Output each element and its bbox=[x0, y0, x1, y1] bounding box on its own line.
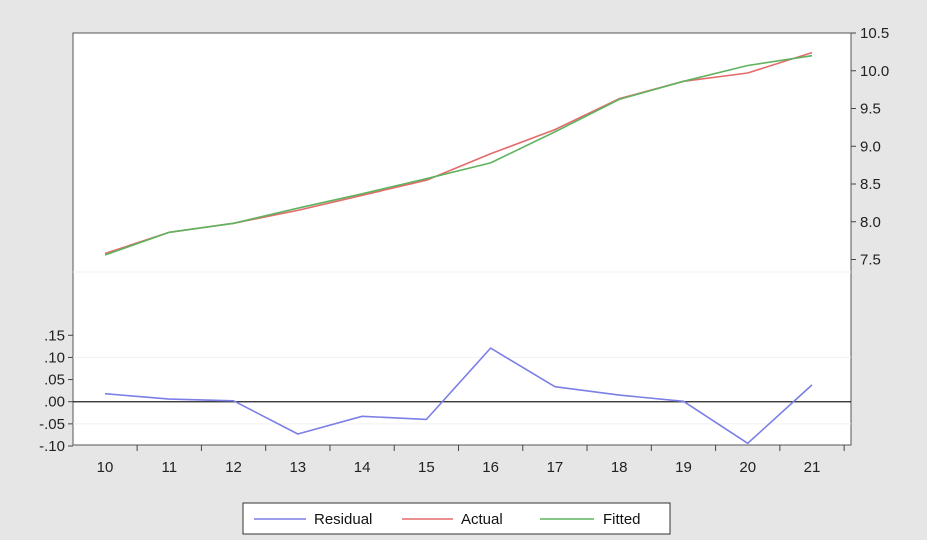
x-axis-tick-label: 14 bbox=[354, 459, 371, 476]
series-line-residual bbox=[104, 347, 813, 445]
legend-label-fitted: Fitted bbox=[603, 511, 641, 528]
series-line-fitted bbox=[104, 54, 813, 256]
legend: Residual Actual Fitted bbox=[242, 502, 671, 535]
plot-area bbox=[72, 32, 852, 446]
x-axis-tick-label: 17 bbox=[547, 459, 564, 476]
left-axis-tick-label: .15 bbox=[44, 327, 65, 344]
right-axis-tick-label: 7.5 bbox=[860, 252, 881, 269]
right-axis-tick-label: 10.0 bbox=[860, 63, 889, 80]
legend-box bbox=[242, 502, 671, 535]
gridlines bbox=[73, 271, 851, 425]
x-axis-tick-label: 13 bbox=[289, 459, 306, 476]
right-axis-tick-label: 8.0 bbox=[860, 214, 881, 231]
legend-label-actual: Actual bbox=[461, 511, 503, 528]
x-axis-tick-label: 18 bbox=[611, 459, 628, 476]
axes: -.10 -.05 .00 .05 .10 .15 7.5 8.0 8.5 9.0 9.5 10.0 1… bbox=[39, 25, 889, 476]
left-axis-tick-label: .10 bbox=[44, 349, 65, 366]
right-axis-tick-label: 9.5 bbox=[860, 101, 881, 118]
left-axis-tick-label: -.10 bbox=[39, 438, 65, 455]
x-axis-tick-label: 12 bbox=[225, 459, 242, 476]
left-axis-tick-label: -.05 bbox=[39, 416, 65, 433]
left-axis-tick-label: .00 bbox=[44, 394, 65, 411]
x-axis-tick-label: 16 bbox=[482, 459, 499, 476]
x-axis-tick-label: 21 bbox=[804, 459, 821, 476]
x-axis-tick-label: 20 bbox=[739, 459, 756, 476]
x-axis-tick-label: 10 bbox=[97, 459, 114, 476]
series-lines bbox=[104, 51, 813, 445]
legend-label-residual: Residual bbox=[314, 511, 372, 528]
left-axis-tick-label: .05 bbox=[44, 372, 65, 389]
right-axis-tick-label: 10.5 bbox=[860, 25, 889, 42]
right-axis-tick-label: 9.0 bbox=[860, 138, 881, 155]
x-axis-tick-label: 11 bbox=[161, 459, 177, 476]
x-axis-tick-label: 15 bbox=[418, 459, 435, 476]
x-axis-tick-label: 19 bbox=[675, 459, 692, 476]
right-axis-tick-label: 8.5 bbox=[860, 176, 881, 193]
